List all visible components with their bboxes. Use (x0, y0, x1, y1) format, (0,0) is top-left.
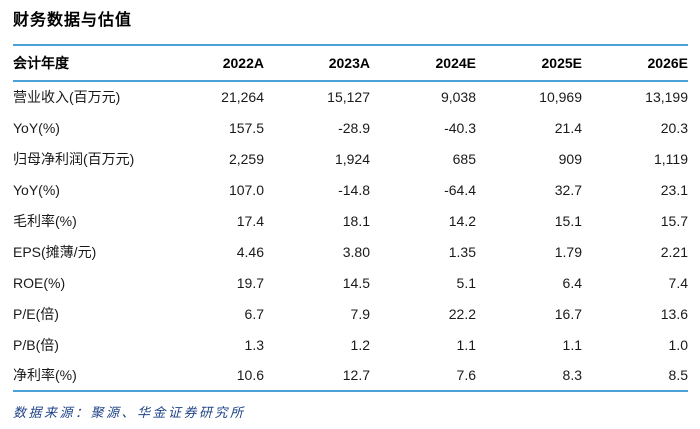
cell-value: 1,119 (654, 150, 688, 167)
cell-value: 13,199 (645, 89, 688, 105)
row-label: 净利率(%) (13, 367, 77, 383)
cell-value: 16.7 (554, 305, 582, 322)
cell-value: 1.1 (456, 336, 476, 353)
table-row: EPS(摊薄/元) 4.46 3.80 1.35 1.79 2.21 (13, 236, 688, 267)
row-label: 营业收入(百万元) (13, 89, 121, 105)
cell-value: 6.4 (562, 274, 582, 291)
cell-value: 19.7 (236, 274, 264, 291)
cell-value: -64.4 (444, 181, 476, 198)
cell-value: 12.7 (342, 367, 370, 383)
cell-value: 1.79 (554, 243, 582, 260)
data-source-note: 数据来源：聚源、华金证券研究所 (13, 405, 246, 420)
cell-value: 17.4 (236, 212, 264, 229)
header-2025e: 2025E (541, 55, 582, 71)
cell-value: 15.1 (554, 212, 582, 229)
cell-value: 107.0 (228, 181, 264, 198)
cell-value: 21,264 (221, 89, 264, 105)
row-label: 归母净利润(百万元) (13, 150, 135, 167)
cell-value: -28.9 (338, 119, 370, 136)
cell-value: 157.5 (228, 119, 264, 136)
table-row: YoY(%) 107.0 -14.8 -64.4 32.7 23.1 (13, 174, 688, 205)
cell-value: 1,924 (334, 150, 370, 167)
row-label: YoY(%) (13, 181, 60, 198)
financial-table: 会计年度 2022A 2023A 2024E 2025E 2026E 营业收入(… (13, 44, 688, 392)
cell-value: 10.6 (236, 367, 264, 383)
cell-value: 1.3 (244, 336, 264, 353)
cell-value: 685 (452, 150, 476, 167)
cell-value: 1.0 (668, 336, 688, 353)
cell-value: 3.80 (342, 243, 370, 260)
cell-value: 7.6 (456, 367, 476, 383)
cell-value: 20.3 (660, 119, 688, 136)
table-row: 毛利率(%) 17.4 18.1 14.2 15.1 15.7 (13, 205, 688, 236)
cell-value: -14.8 (338, 181, 370, 198)
cell-value: 14.2 (448, 212, 476, 229)
row-label: YoY(%) (13, 119, 60, 136)
table-row: 营业收入(百万元) 21,264 15,127 9,038 10,969 13,… (13, 81, 688, 112)
header-2022a: 2022A (222, 55, 264, 71)
cell-value: 8.3 (562, 367, 582, 383)
header-fiscal-year: 会计年度 (13, 55, 69, 71)
cell-value: 1.2 (350, 336, 370, 353)
table-row: 净利率(%) 10.6 12.7 7.6 8.3 8.5 (13, 360, 688, 391)
cell-value: 15.7 (660, 212, 688, 229)
page-title: 财务数据与估值 (13, 12, 133, 29)
header-2026e: 2026E (647, 55, 688, 71)
table-row: P/B(倍) 1.3 1.2 1.1 1.1 1.0 (13, 329, 688, 360)
cell-value: 7.9 (350, 305, 370, 322)
cell-value: 7.4 (668, 274, 688, 291)
row-label: ROE(%) (13, 274, 66, 291)
cell-value: 13.6 (660, 305, 688, 322)
cell-value: 32.7 (554, 181, 582, 198)
cell-value: -40.3 (444, 119, 476, 136)
row-label: P/E(倍) (13, 305, 59, 322)
cell-value: 21.4 (554, 119, 582, 136)
cell-value: 2.21 (660, 243, 688, 260)
cell-value: 9,038 (440, 89, 476, 105)
cell-value: 14.5 (342, 274, 370, 291)
header-2023a: 2023A (328, 55, 370, 71)
table-row: YoY(%) 157.5 -28.9 -40.3 21.4 20.3 (13, 112, 688, 143)
header-2024e: 2024E (435, 55, 476, 71)
cell-value: 18.1 (342, 212, 370, 229)
cell-value: 15,127 (327, 89, 370, 105)
cell-value: 4.46 (236, 243, 264, 260)
table-header-row: 会计年度 2022A 2023A 2024E 2025E 2026E (13, 45, 688, 81)
cell-value: 22.2 (448, 305, 476, 322)
cell-value: 1.35 (448, 243, 476, 260)
cell-value: 909 (558, 150, 582, 167)
cell-value: 2,259 (228, 150, 264, 167)
row-label: P/B(倍) (13, 336, 59, 353)
table-row: P/E(倍) 6.7 7.9 22.2 16.7 13.6 (13, 298, 688, 329)
table-row: ROE(%) 19.7 14.5 5.1 6.4 7.4 (13, 267, 688, 298)
table-row: 归母净利润(百万元) 2,259 1,924 685 909 1,119 (13, 143, 688, 174)
cell-value: 10,969 (539, 89, 582, 105)
cell-value: 23.1 (660, 181, 688, 198)
row-label: EPS(摊薄/元) (13, 243, 97, 260)
cell-value: 8.5 (668, 367, 688, 383)
cell-value: 1.1 (562, 336, 582, 353)
row-label: 毛利率(%) (13, 212, 77, 229)
cell-value: 5.1 (456, 274, 476, 291)
cell-value: 6.7 (244, 305, 264, 322)
